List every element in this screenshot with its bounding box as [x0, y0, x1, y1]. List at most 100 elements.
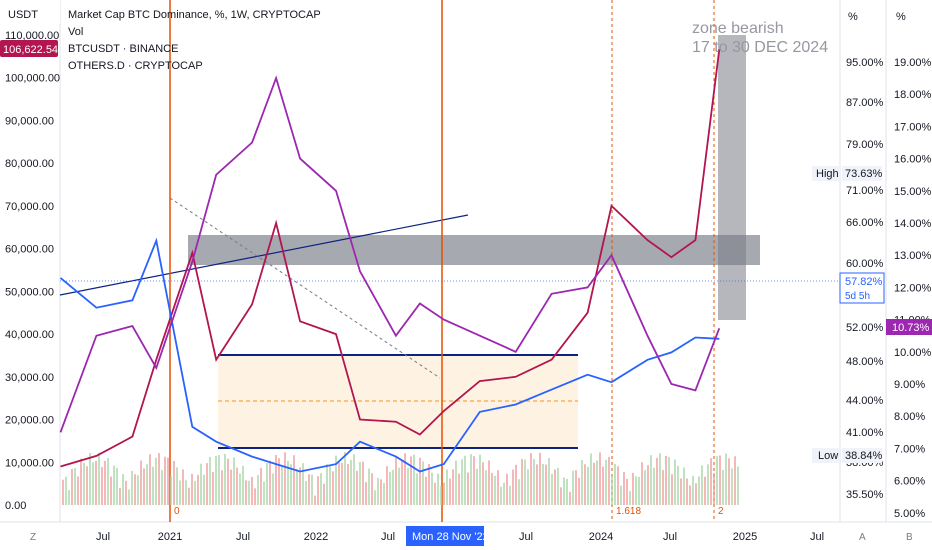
volume-bar — [536, 464, 538, 505]
volume-bar — [719, 455, 721, 505]
left-axis-tick: 80,000.00 — [5, 158, 54, 170]
volume-bar — [707, 464, 709, 505]
volume-bar — [326, 464, 328, 505]
left-axis-tick: 60,000.00 — [5, 244, 54, 256]
volume-bar — [596, 460, 598, 505]
volume-bar — [560, 487, 562, 505]
volume-bar — [107, 457, 109, 505]
time-axis-label: Jul — [810, 531, 824, 543]
time-axis: Jul2021Jul2022Jul2023Jul2024Jul2025Jul — [96, 531, 824, 543]
volume-bar — [233, 457, 235, 505]
volume-bar — [602, 466, 604, 505]
right-axis-2-tick: 17.00% — [894, 121, 932, 133]
volume-bar — [500, 486, 502, 505]
volume-bar — [197, 474, 199, 505]
volume-bar — [368, 468, 370, 505]
volume-bar — [179, 480, 181, 505]
others-d-line — [59, 75, 721, 433]
volume-bar — [458, 473, 460, 505]
auto-scale-icon[interactable]: A — [859, 532, 866, 543]
time-axis-label: Jul — [663, 531, 677, 543]
volume-bar — [116, 467, 118, 505]
volume-bar — [203, 474, 205, 505]
volume-bar — [278, 458, 280, 505]
volume-bar — [158, 453, 160, 505]
volume-bar — [437, 473, 439, 505]
volume-bar — [170, 475, 172, 505]
volume-bar — [482, 462, 484, 505]
left-axis-tick: 90,000.00 — [5, 115, 54, 127]
right-axis-1-tick: 41.00% — [846, 427, 884, 439]
right-axis-1-tick: 79.00% — [846, 139, 884, 151]
volume-bar — [431, 472, 433, 505]
volume-bar — [92, 462, 94, 505]
right-axis-2-tick: 5.00% — [894, 508, 925, 520]
volume-bar — [638, 476, 640, 505]
volume-bar — [716, 456, 718, 505]
volume-bar — [296, 468, 298, 505]
volume-bar — [689, 485, 691, 505]
volume-bar — [335, 455, 337, 505]
current-value: 57.82% — [845, 276, 883, 288]
volume-bar — [521, 459, 523, 505]
time-highlight-box — [406, 526, 484, 546]
volume-bar — [215, 455, 217, 505]
left-axis-tick: 0.00 — [5, 500, 26, 512]
volume-bar — [656, 457, 658, 505]
right-axis-2-tick: 14.00% — [894, 218, 932, 230]
ascending-trendline — [59, 214, 469, 296]
volume-bar — [629, 491, 631, 505]
volume-bar — [80, 458, 82, 505]
volume-bar — [146, 464, 148, 505]
volume-bar — [659, 453, 661, 505]
right-axis-2-tick: 18.00% — [894, 89, 932, 101]
time-axis-label: 2022 — [304, 531, 328, 543]
volume-bar — [176, 467, 178, 505]
volume-bar — [419, 457, 421, 505]
volume-bar — [650, 455, 652, 505]
high-value: 73.63% — [845, 168, 883, 180]
volume-bars — [62, 452, 739, 505]
volume-bar — [527, 469, 529, 505]
volume-bar — [422, 461, 424, 505]
time-axis-label: Jul — [381, 531, 395, 543]
time-axis-label: Jul — [519, 531, 533, 543]
volume-bar — [728, 458, 730, 505]
volume-bar — [644, 470, 646, 505]
high-label: High — [816, 168, 839, 180]
volume-bar — [281, 466, 283, 505]
volume-bar — [185, 480, 187, 505]
volume-bar — [191, 473, 193, 505]
volume-bar — [683, 467, 685, 505]
volume-bar — [128, 489, 130, 505]
right-axis-2-tick: 12.00% — [894, 282, 932, 294]
volume-bar — [542, 463, 544, 505]
left-axis-tick: 110,000.00 — [5, 30, 59, 42]
volume-bar — [464, 455, 466, 505]
volume-bar — [590, 453, 592, 505]
volume-bar — [209, 456, 211, 505]
low-value-box — [842, 448, 882, 463]
volume-bar — [380, 479, 382, 505]
countdown: 5d 5h — [845, 291, 870, 302]
volume-bar — [440, 486, 442, 505]
volume-bar — [104, 460, 106, 505]
zoom-icon[interactable]: Z — [30, 532, 36, 543]
volume-bar — [554, 469, 556, 505]
volume-bar — [731, 468, 733, 505]
volume-bar — [110, 476, 112, 505]
right-axis-1-tick: 35.50% — [846, 489, 884, 501]
time-axis-label: 2021 — [158, 531, 182, 543]
time-axis-label: Jul — [236, 531, 250, 543]
volume-bar — [620, 485, 622, 505]
volume-bar — [389, 471, 391, 505]
volume-bar — [578, 477, 580, 505]
left-axis-tick: 10,000.00 — [5, 457, 54, 469]
currency-label[interactable]: USDT — [8, 9, 38, 21]
volume-bar — [569, 491, 571, 505]
volume-bar — [677, 465, 679, 505]
log-scale-icon[interactable]: B — [906, 532, 913, 543]
volume-bar — [605, 459, 607, 505]
volume-bar — [524, 459, 526, 505]
volume-bar — [449, 478, 451, 505]
